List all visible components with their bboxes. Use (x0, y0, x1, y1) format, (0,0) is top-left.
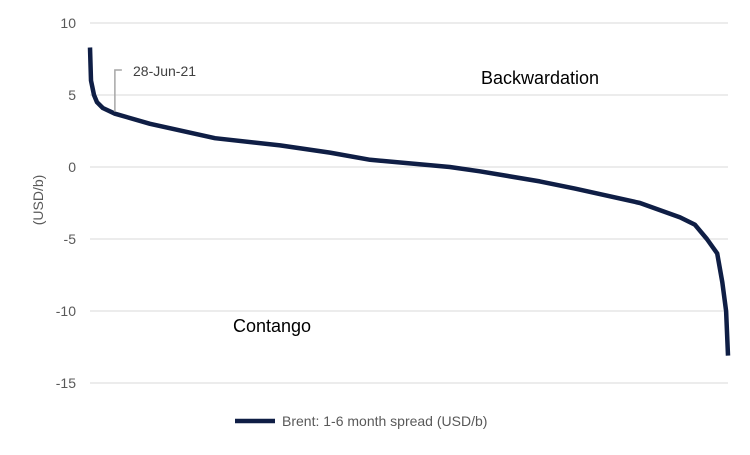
y-tick-label: -10 (56, 303, 76, 319)
annotation-date-label: 28-Jun-21 (133, 63, 196, 79)
annotation-contango: Contango (233, 316, 311, 336)
gridlines (90, 22, 728, 384)
y-tick-label: -5 (64, 231, 77, 247)
y-tick-label: 0 (68, 159, 76, 175)
y-tick-labels: 10 5 0 -5 -10 -15 (56, 15, 76, 391)
y-tick-label: 10 (60, 15, 76, 31)
legend-label: Brent: 1-6 month spread (USD/b) (282, 413, 487, 429)
annotation-backwardation: Backwardation (481, 68, 599, 88)
y-axis-label: (USD/b) (30, 175, 46, 226)
legend: Brent: 1-6 month spread (USD/b) (235, 413, 487, 429)
y-tick-label: 5 (68, 87, 76, 103)
y-tick-label: -15 (56, 375, 76, 391)
annotation-leader-line (114, 69, 122, 112)
series-line-brent-spread (87, 47, 731, 356)
